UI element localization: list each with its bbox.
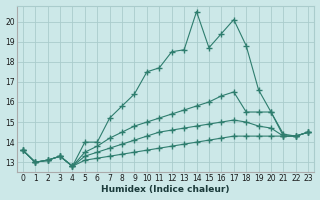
X-axis label: Humidex (Indice chaleur): Humidex (Indice chaleur) xyxy=(101,185,230,194)
